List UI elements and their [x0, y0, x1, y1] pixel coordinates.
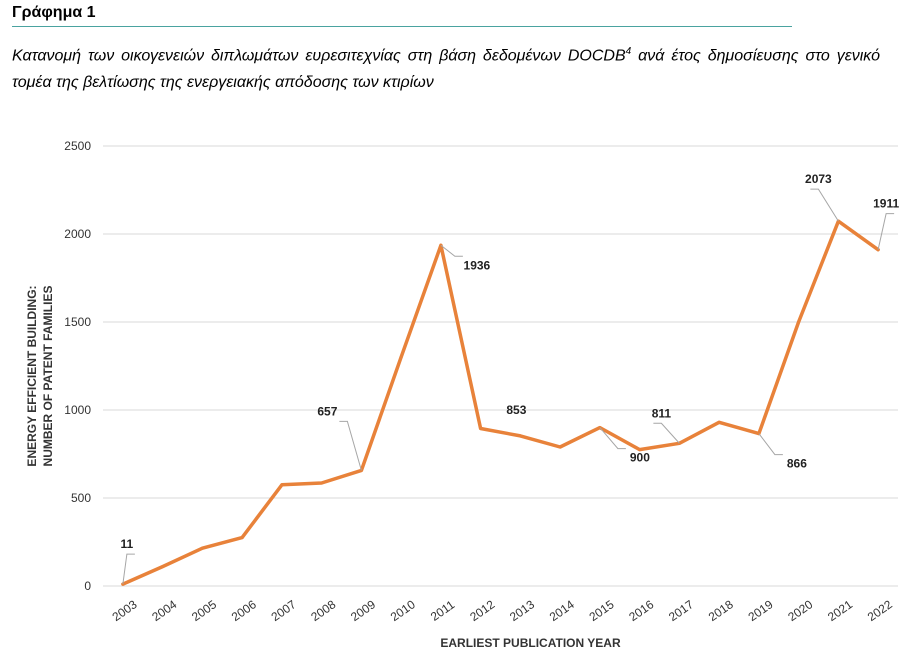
x-tick-label: 2022	[865, 597, 895, 624]
data-label: 11	[121, 537, 134, 551]
data-label: 866	[787, 457, 807, 471]
y-tick-label: 0	[84, 579, 91, 593]
y-tick-label: 500	[71, 491, 91, 505]
x-tick-label: 2004	[149, 597, 179, 624]
data-label: 900	[630, 451, 650, 465]
x-tick-label: 2010	[388, 597, 418, 624]
x-tick-label: 2020	[785, 597, 815, 624]
data-label-leader	[653, 423, 679, 443]
data-point	[400, 356, 403, 359]
data-point	[201, 547, 204, 550]
x-tick-label: 2006	[229, 597, 259, 624]
data-point	[559, 445, 562, 448]
x-tick-label: 2008	[308, 597, 338, 624]
data-label-leader	[339, 421, 361, 470]
y-axis-title-line1: ENERGY EFFICIENT BUILDING:	[25, 285, 39, 466]
y-tick-label: 2000	[64, 227, 91, 241]
x-tick-label: 2011	[428, 597, 457, 623]
y-tick-label: 2500	[64, 139, 91, 153]
x-tick-label: 2012	[467, 597, 497, 624]
y-axis-title-line2: NUMBER OF PATENT FAMILIES	[41, 286, 55, 467]
x-tick-label: 2009	[348, 597, 378, 624]
data-point	[797, 321, 800, 324]
series-line	[123, 221, 878, 584]
data-point	[718, 421, 721, 424]
data-label: 1936	[464, 258, 491, 272]
x-tick-label: 2013	[507, 597, 537, 624]
x-tick-label: 2015	[587, 597, 617, 624]
y-tick-label: 1000	[64, 403, 91, 417]
x-tick-label: 2018	[706, 597, 736, 624]
patent-line-chart: 0 500 1000 1500 2000 2500 2003 2004 2005 2006 2007…	[0, 0, 922, 661]
data-point	[280, 483, 283, 486]
x-tick-label: 2003	[110, 597, 140, 624]
x-tick-label: 2021	[825, 597, 855, 624]
x-axis-title: EARLIEST PUBLICATION YEAR	[440, 636, 621, 650]
data-label: 657	[317, 404, 337, 418]
data-label-leader	[810, 189, 838, 221]
data-point	[161, 565, 164, 568]
data-label: 2073	[805, 172, 832, 186]
x-tick-label: 2016	[626, 597, 656, 624]
data-point	[320, 482, 323, 485]
x-tick-label: 2007	[269, 597, 299, 624]
x-tick-label: 2005	[189, 597, 219, 624]
y-tick-label: 1500	[64, 315, 91, 329]
data-label-leader	[759, 434, 783, 455]
x-tick-label: 2014	[547, 597, 577, 624]
data-label-leader	[878, 214, 894, 250]
data-label: 1911	[873, 197, 899, 211]
x-tick-label: 2017	[666, 597, 696, 624]
data-point	[479, 427, 482, 430]
data-label: 811	[652, 406, 672, 420]
x-tick-label: 2019	[746, 597, 776, 624]
data-point	[519, 434, 522, 437]
data-point	[241, 536, 244, 539]
data-label: 853	[506, 403, 526, 417]
